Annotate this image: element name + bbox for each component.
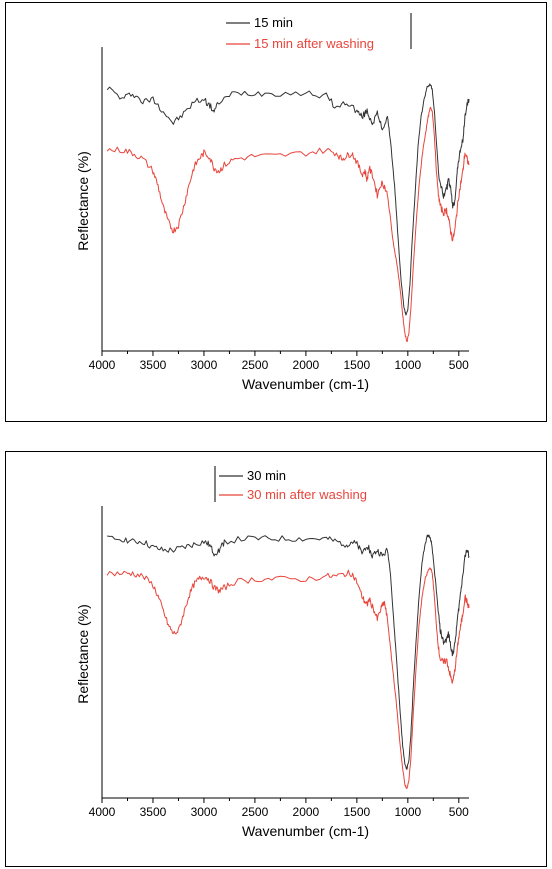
y-axis-title: Reflectance (%): [75, 604, 91, 704]
x-tick-label: 3000: [191, 358, 218, 372]
x-tick-label: 1000: [394, 805, 421, 819]
x-tick-label: 1500: [344, 805, 371, 819]
x-tick-label: 2500: [242, 358, 269, 372]
legend-label-0: 30 min: [247, 468, 286, 483]
axes: 4000 3500 3000 2500 2000 1500 1000 500: [89, 47, 469, 372]
x-axis-title: Wavenumber (cm-1): [242, 823, 369, 839]
legend-label-1: 30 min after washing: [247, 487, 367, 502]
x-tick-label: 2500: [242, 805, 269, 819]
x-tick-label: 2000: [293, 358, 320, 372]
series-line-0: [106, 83, 470, 316]
x-tick-label: 4000: [89, 805, 116, 819]
y-axis-title: Reflectance (%): [75, 151, 91, 251]
legend: 30 min 30 min after washing: [214, 466, 367, 502]
series-line-1: [106, 567, 470, 790]
x-tick-label: 1000: [394, 358, 421, 372]
x-tick-label: 500: [449, 358, 469, 372]
x-tick-label: 3500: [140, 805, 167, 819]
chart-panel-15min: 4000 3500 3000 2500 2000 1500 1000 500 Wavenumbe…: [5, 2, 547, 422]
x-tick-label: 3500: [140, 358, 167, 372]
chart-panel-30min: 4000 3500 3000 2500 2000 1500 1000 500 Wavenumbe…: [5, 451, 547, 867]
legend-label-0: 15 min: [254, 15, 293, 30]
x-tick-label: 2000: [293, 805, 320, 819]
x-tick-label: 4000: [89, 358, 116, 372]
chart-15min: 4000 3500 3000 2500 2000 1500 1000 500 Wavenumbe…: [75, 13, 470, 392]
legend-label-1: 15 min after washing: [254, 36, 374, 51]
legend: 15 min 15 min after washing: [226, 13, 412, 51]
axes: 4000 3500 3000 2500 2000 1500 1000 500: [89, 506, 469, 819]
chart-30min: 4000 3500 3000 2500 2000 1500 1000 500 Wavenumbe…: [75, 466, 470, 839]
x-tick-label: 3000: [191, 805, 218, 819]
x-tick-label: 500: [449, 805, 469, 819]
x-tick-label: 1500: [344, 358, 371, 372]
x-axis-title: Wavenumber (cm-1): [242, 376, 369, 392]
series-line-1: [106, 106, 470, 343]
series-line-0: [107, 534, 470, 770]
